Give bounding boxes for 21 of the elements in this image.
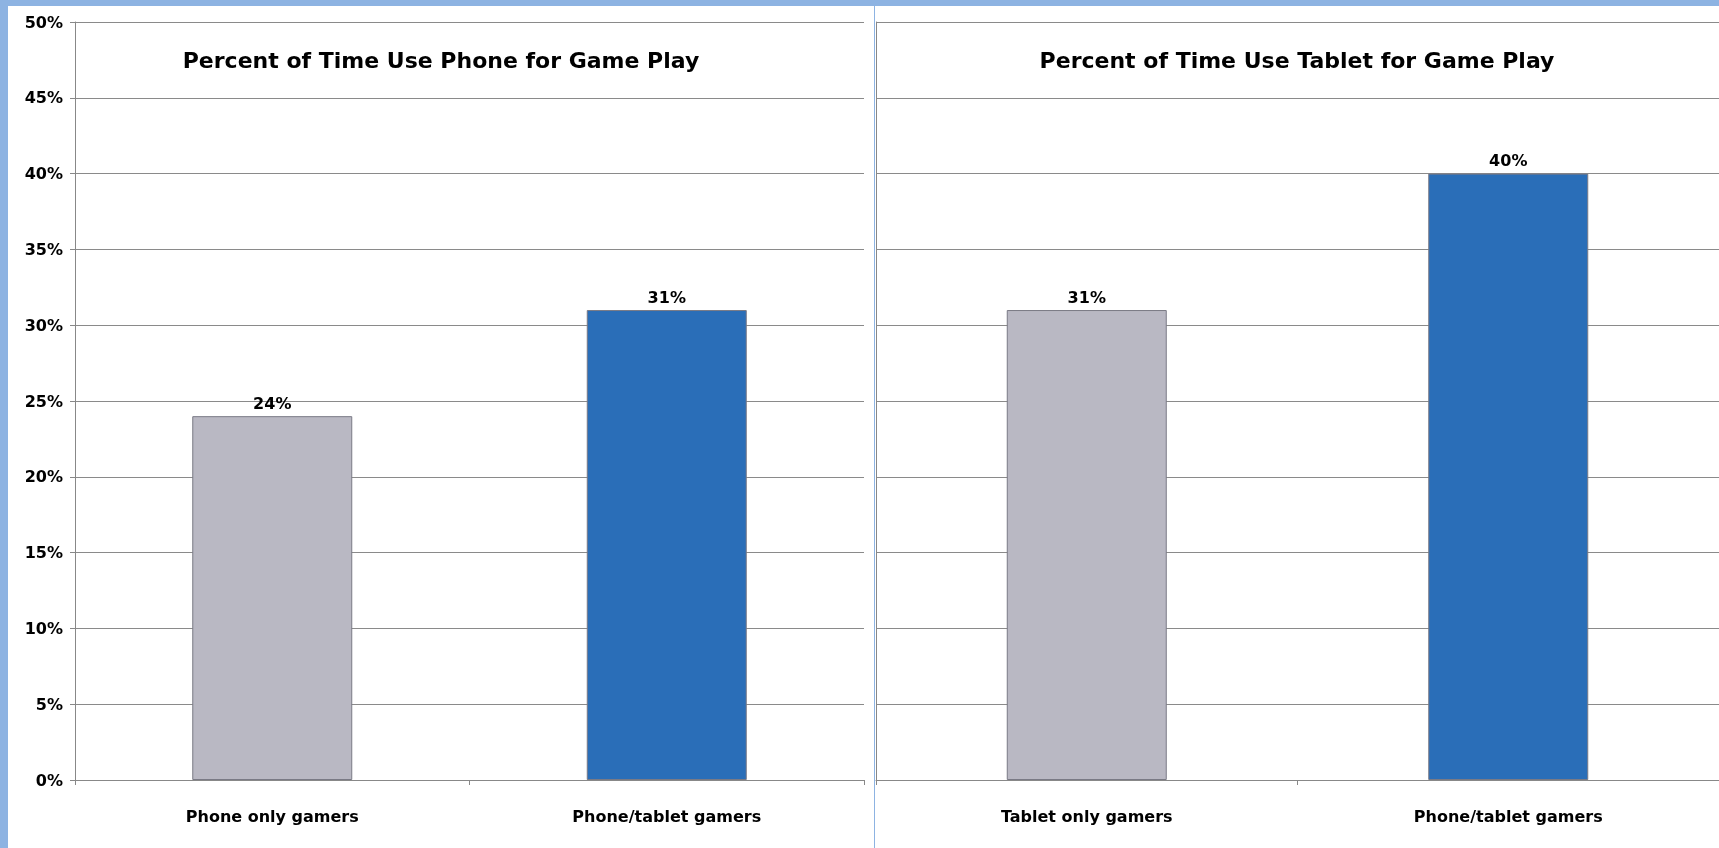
y-tick-label: 40%	[24, 164, 63, 184]
data-label: 31%	[1067, 287, 1106, 307]
data-label: 40%	[1489, 151, 1528, 171]
text: Percent of Time Use Phone for Game Play	[182, 47, 700, 73]
x-tick-label: Phone only gamers	[185, 806, 359, 826]
data-label: 31%	[647, 287, 686, 307]
y-tick-label: 5%	[35, 694, 63, 714]
y-tick-label: 45%	[24, 88, 63, 108]
y-tick-label: 0%	[35, 770, 63, 790]
y-tick-label: 15%	[24, 543, 63, 563]
x-tick-label: Phone/tablet gamers	[572, 806, 762, 826]
y-tick-label: 30%	[24, 315, 63, 335]
y-tick-label: 50%	[24, 12, 63, 32]
text: Percent of Time Use Tablet for Game Play	[1039, 47, 1555, 73]
y-tick-label: 35%	[24, 239, 63, 259]
y-tick-label: 10%	[24, 618, 63, 638]
x-tick-label: Tablet only gamers	[1000, 806, 1173, 826]
x-tick-label: Phone/tablet gamers	[1413, 806, 1603, 826]
data-label: 24%	[253, 393, 292, 413]
y-tick-label: 25%	[24, 391, 63, 411]
y-tick-label: 20%	[24, 467, 63, 487]
